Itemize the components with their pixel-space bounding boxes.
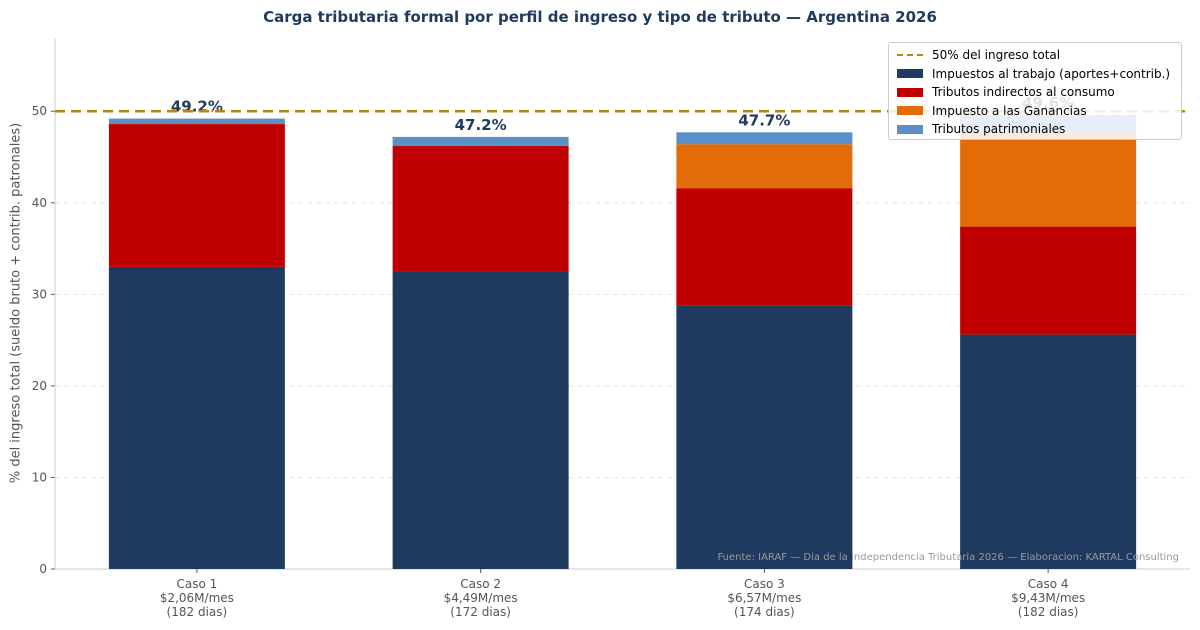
x-tick-label: (182 dias) xyxy=(167,605,228,619)
legend-swatch-trabajo xyxy=(897,69,923,79)
bar-segment xyxy=(676,305,853,569)
legend-swatch-consumo xyxy=(897,87,923,97)
x-tick-label: Caso 1 xyxy=(176,577,217,591)
legend-label-reference: 50% del ingreso total xyxy=(932,48,1061,63)
x-tick-label: Caso 2 xyxy=(460,577,501,591)
y-tick-label: 20 xyxy=(32,379,47,393)
y-tick-label: 10 xyxy=(32,470,47,484)
bar-segment xyxy=(676,144,853,189)
x-tick-label: $2,06M/mes xyxy=(160,591,234,605)
bar-segment xyxy=(960,132,1137,227)
bar-segment xyxy=(108,266,285,569)
legend-item-consumo: Tributos indirectos al consumo xyxy=(897,83,1173,102)
total-label: 47.2% xyxy=(455,116,507,134)
total-label: 49.2% xyxy=(171,98,223,116)
bar-segment xyxy=(960,226,1137,335)
bar-segment xyxy=(960,334,1137,569)
x-tick-label: (182 dias) xyxy=(1018,605,1079,619)
legend-item-trabajo: Impuestos al trabajo (aportes+contrib.) xyxy=(897,65,1173,84)
x-tick-label: $6,57M/mes xyxy=(727,591,801,605)
legend-label-patrimoniales: Tributos patrimoniales xyxy=(932,122,1066,137)
bar-segment xyxy=(108,124,285,267)
legend-label-trabajo: Impuestos al trabajo (aportes+contrib.) xyxy=(932,66,1171,81)
x-tick-label: $4,49M/mes xyxy=(444,591,518,605)
chart-legend: 50% del ingreso total Impuestos al traba… xyxy=(888,42,1182,140)
legend-item-ganancias: Impuesto a las Ganancias xyxy=(897,102,1173,121)
bar-segment xyxy=(392,146,569,272)
legend-label-ganancias: Impuesto a las Ganancias xyxy=(932,103,1087,118)
legend-swatch-patrimoniales xyxy=(897,124,923,134)
y-tick-label: 0 xyxy=(39,562,47,576)
x-tick-label: Caso 3 xyxy=(744,577,785,591)
x-tick-label: (172 dias) xyxy=(450,605,511,619)
x-tick-label: (174 dias) xyxy=(734,605,795,619)
source-note: Fuente: IARAF — Dia de la Independencia … xyxy=(717,552,1179,563)
chart-title: Carga tributaria formal por perfil de in… xyxy=(263,8,937,26)
y-tick-label: 50 xyxy=(32,104,47,118)
reference-line-swatch xyxy=(897,54,923,57)
y-tick-label: 40 xyxy=(32,196,47,210)
legend-swatch-ganancias xyxy=(897,106,923,116)
legend-item-reference: 50% del ingreso total xyxy=(897,46,1173,65)
y-tick-label: 30 xyxy=(32,287,47,301)
bar-segment xyxy=(676,188,853,306)
bar-segment xyxy=(108,118,285,125)
legend-label-consumo: Tributos indirectos al consumo xyxy=(932,85,1115,100)
x-tick-label: Caso 4 xyxy=(1028,577,1069,591)
legend-item-patrimoniales: Tributos patrimoniales xyxy=(897,120,1173,139)
bar-segment xyxy=(392,136,569,147)
x-tick-label: $9,43M/mes xyxy=(1011,591,1085,605)
total-label: 47.7% xyxy=(738,111,790,129)
bar-segment xyxy=(392,271,569,569)
bar-segment xyxy=(676,132,853,145)
